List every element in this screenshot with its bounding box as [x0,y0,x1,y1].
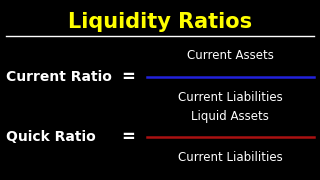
Text: =: = [121,68,135,86]
Text: Current Ratio: Current Ratio [6,69,112,84]
Text: =: = [121,128,135,146]
Text: Current Liabilities: Current Liabilities [178,151,283,164]
Text: Liquidity Ratios: Liquidity Ratios [68,12,252,32]
Text: Quick Ratio: Quick Ratio [6,130,96,144]
Text: Current Liabilities: Current Liabilities [178,91,283,104]
Text: Current Assets: Current Assets [187,49,274,62]
Text: Liquid Assets: Liquid Assets [191,110,269,123]
